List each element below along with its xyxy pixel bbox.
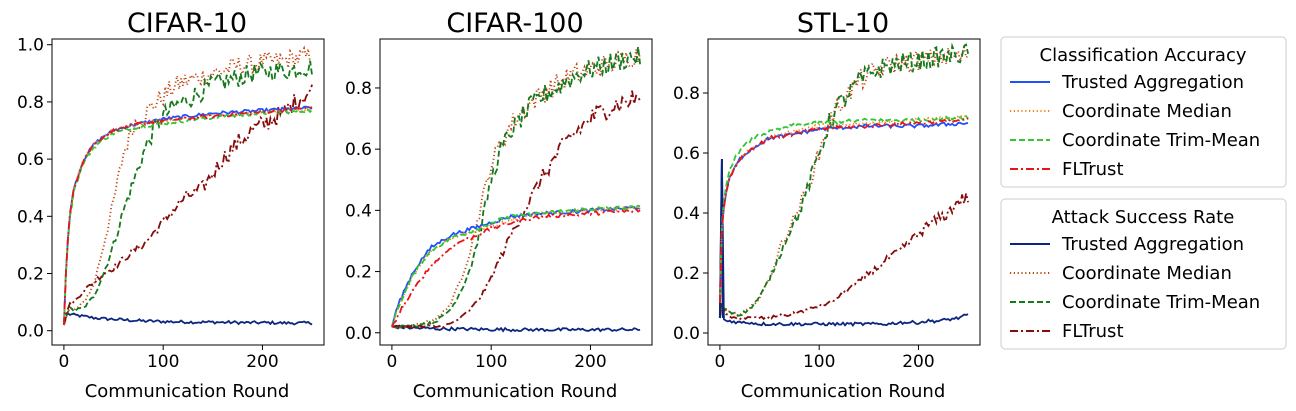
accuracy-fltrust-line [63, 106, 313, 326]
asr-coordinate-median-line [63, 45, 313, 326]
y-tick-label: 0.8 [345, 79, 372, 99]
y-tick-label: 0.2 [673, 264, 700, 284]
asr-coordinate-trim-mean-line [391, 46, 641, 330]
legend-title: Attack Success Rate [1052, 207, 1235, 228]
series-lines [63, 45, 313, 326]
asr-coordinate-trim-mean-line [63, 60, 313, 326]
accuracy-fltrust-line [719, 117, 969, 304]
y-tick-label: 0.4 [673, 204, 700, 224]
legend-label: FLTrust [1062, 321, 1124, 342]
y-tick-label: 0.8 [17, 93, 44, 113]
y-tick-label: 0.6 [345, 140, 372, 160]
y-tick-label: 0.2 [345, 263, 372, 283]
series-lines [391, 46, 641, 333]
legend-title: Classification Accuracy [1040, 45, 1247, 66]
x-tick-label: 200 [246, 352, 278, 372]
legend-accuracy: Classification Accuracy Trusted Aggregat… [1000, 36, 1287, 188]
legend-label: FLTrust [1062, 159, 1124, 180]
panel-cifar10: CIFAR-10 0 100 200 0.0 0.2 0.4 0.6 0.8 1.0 Comm… [17, 8, 325, 402]
chart-title: CIFAR-100 [446, 8, 583, 39]
y-ticks: 0.0 0.2 0.4 0.6 0.8 [345, 79, 380, 344]
x-tick-label: 200 [902, 352, 934, 372]
plot-frame [707, 38, 981, 346]
y-ticks: 0.0 0.2 0.4 0.6 0.8 1.0 [17, 36, 52, 342]
legend-label: Coordinate Median [1062, 101, 1232, 122]
legend-entries: Trusted Aggregation Coordinate Median Coor… [1010, 234, 1260, 342]
y-tick-label: 0.0 [673, 324, 700, 344]
x-tick-label: 200 [574, 352, 606, 372]
y-tick-label: 1.0 [17, 36, 44, 56]
accuracy-coordinate-median-line [391, 205, 641, 327]
legend-entries: Trusted Aggregation Coordinate Median Coor… [1010, 72, 1260, 180]
asr-trusted-aggregation-line [63, 312, 313, 326]
y-tick-label: 0.0 [17, 322, 44, 342]
x-axis-label: Communication Round [85, 381, 290, 402]
asr-coordinate-median-line [391, 49, 641, 330]
asr-fltrust-line [391, 90, 641, 330]
legend-label: Coordinate Trim-Mean [1062, 292, 1260, 313]
chart-title: STL-10 [797, 8, 889, 39]
x-ticks: 0 100 200 [386, 345, 607, 372]
legend-asr: Attack Success Rate Trusted Aggregation C… [1000, 198, 1287, 350]
x-tick-label: 100 [803, 352, 835, 372]
y-tick-label: 0.4 [345, 201, 372, 221]
accuracy-coordinate-trim-mean-line [391, 204, 641, 327]
accuracy-trusted-aggregation-line [391, 205, 641, 327]
accuracy-coordinate-median-line [719, 114, 969, 304]
legend-label: Coordinate Trim-Mean [1062, 130, 1260, 151]
x-ticks: 0 100 200 [58, 345, 279, 372]
y-tick-label: 0.6 [673, 144, 700, 164]
y-tick-label: 0.6 [17, 150, 44, 170]
x-axis-label: Communication Round [413, 381, 618, 402]
y-tick-label: 0.8 [673, 84, 700, 104]
x-tick-label: 100 [475, 352, 507, 372]
x-ticks: 0 100 200 [714, 345, 935, 372]
y-tick-label: 0.4 [17, 207, 44, 227]
accuracy-coordinate-trim-mean-line [63, 108, 313, 326]
x-axis-label: Communication Round [741, 381, 946, 402]
legend-label: Coordinate Median [1062, 263, 1232, 284]
accuracy-fltrust-line [391, 208, 641, 328]
legend-box [1000, 198, 1287, 350]
x-tick-label: 0 [386, 352, 397, 372]
plot-frame [379, 38, 653, 346]
asr-coordinate-trim-mean-line [719, 42, 969, 319]
y-tick-label: 0.0 [345, 324, 372, 344]
y-tick-label: 0.2 [17, 265, 44, 285]
chart-title: CIFAR-10 [127, 8, 247, 39]
legend-label: Trusted Aggregation [1061, 234, 1244, 255]
asr-fltrust-line [63, 84, 313, 326]
legend-box [1000, 36, 1287, 188]
y-ticks: 0.0 0.2 0.4 0.6 0.8 [673, 84, 708, 344]
panel-cifar100: CIFAR-100 0 100 200 0.0 0.2 0.4 0.6 0.8 Commun… [345, 8, 653, 402]
asr-fltrust-line [719, 193, 969, 321]
accuracy-coordinate-trim-mean-line [719, 114, 969, 304]
x-tick-label: 100 [147, 352, 179, 372]
series-lines [718, 42, 969, 328]
x-tick-label: 0 [58, 352, 69, 372]
x-tick-label: 0 [714, 352, 725, 372]
panel-stl10: STL-10 0 100 200 0.0 0.2 0.4 0.6 0.8 Communica… [673, 8, 981, 402]
accuracy-trusted-aggregation-line [719, 121, 969, 304]
asr-trusted-aggregation-line [391, 324, 641, 333]
legend-label: Trusted Aggregation [1061, 72, 1244, 93]
plot-frame [51, 38, 325, 346]
asr-coordinate-median-line [719, 43, 969, 319]
asr-trusted-aggregation-line [719, 158, 969, 328]
